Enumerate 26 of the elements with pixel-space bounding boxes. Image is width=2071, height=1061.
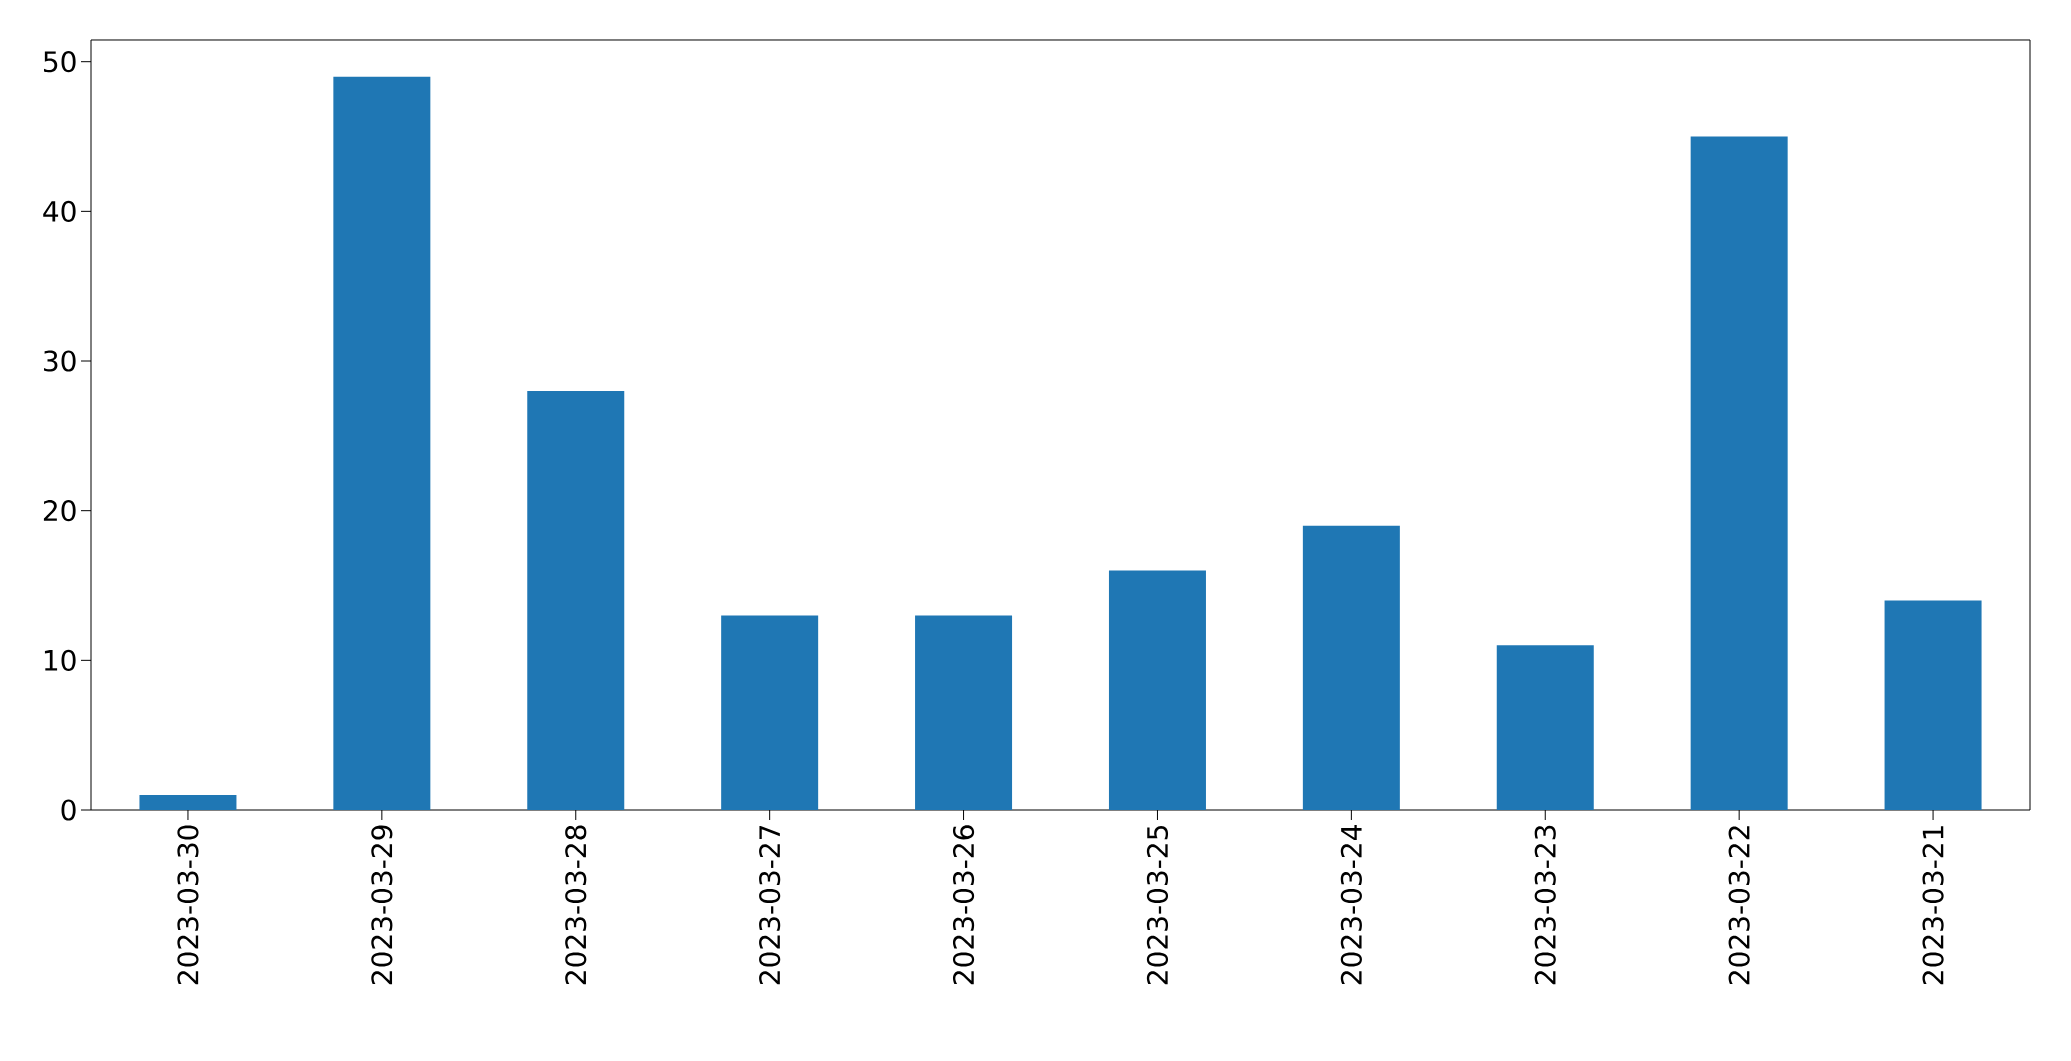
y-tick-label: 10	[44, 649, 76, 671]
bar	[915, 615, 1013, 810]
x-tick-label: 2023-03-23	[1534, 825, 1556, 985]
x-tick-label: 2023-03-29	[371, 825, 393, 985]
x-tick-label: 2023-03-21	[1922, 826, 1944, 985]
x-tick-label: 2023-03-28	[565, 825, 587, 985]
bar	[721, 615, 819, 810]
y-tick-label: 30	[43, 350, 76, 372]
bar	[1108, 570, 1206, 810]
x-tick-label: 2023-03-26	[952, 825, 975, 985]
y-tick-label: 20	[43, 500, 76, 522]
x-tick-label: 2023-03-25	[1146, 826, 1169, 985]
bar	[527, 390, 625, 810]
bar	[1302, 525, 1400, 810]
x-tick-label: 2023-03-24	[1340, 825, 1362, 985]
bar	[1690, 136, 1788, 810]
bar	[333, 76, 431, 810]
y-tick-label: 0	[61, 799, 76, 821]
x-tick-label: 2023-03-27	[759, 825, 781, 985]
bar	[139, 795, 237, 810]
x-tick-label: 2023-03-30	[177, 825, 199, 985]
x-tick-label: 2023-03-22	[1728, 826, 1750, 985]
bar	[1496, 645, 1594, 810]
bar	[1884, 600, 1982, 810]
y-tick-label: 50	[44, 51, 76, 73]
y-tick-label: 40	[43, 200, 76, 222]
